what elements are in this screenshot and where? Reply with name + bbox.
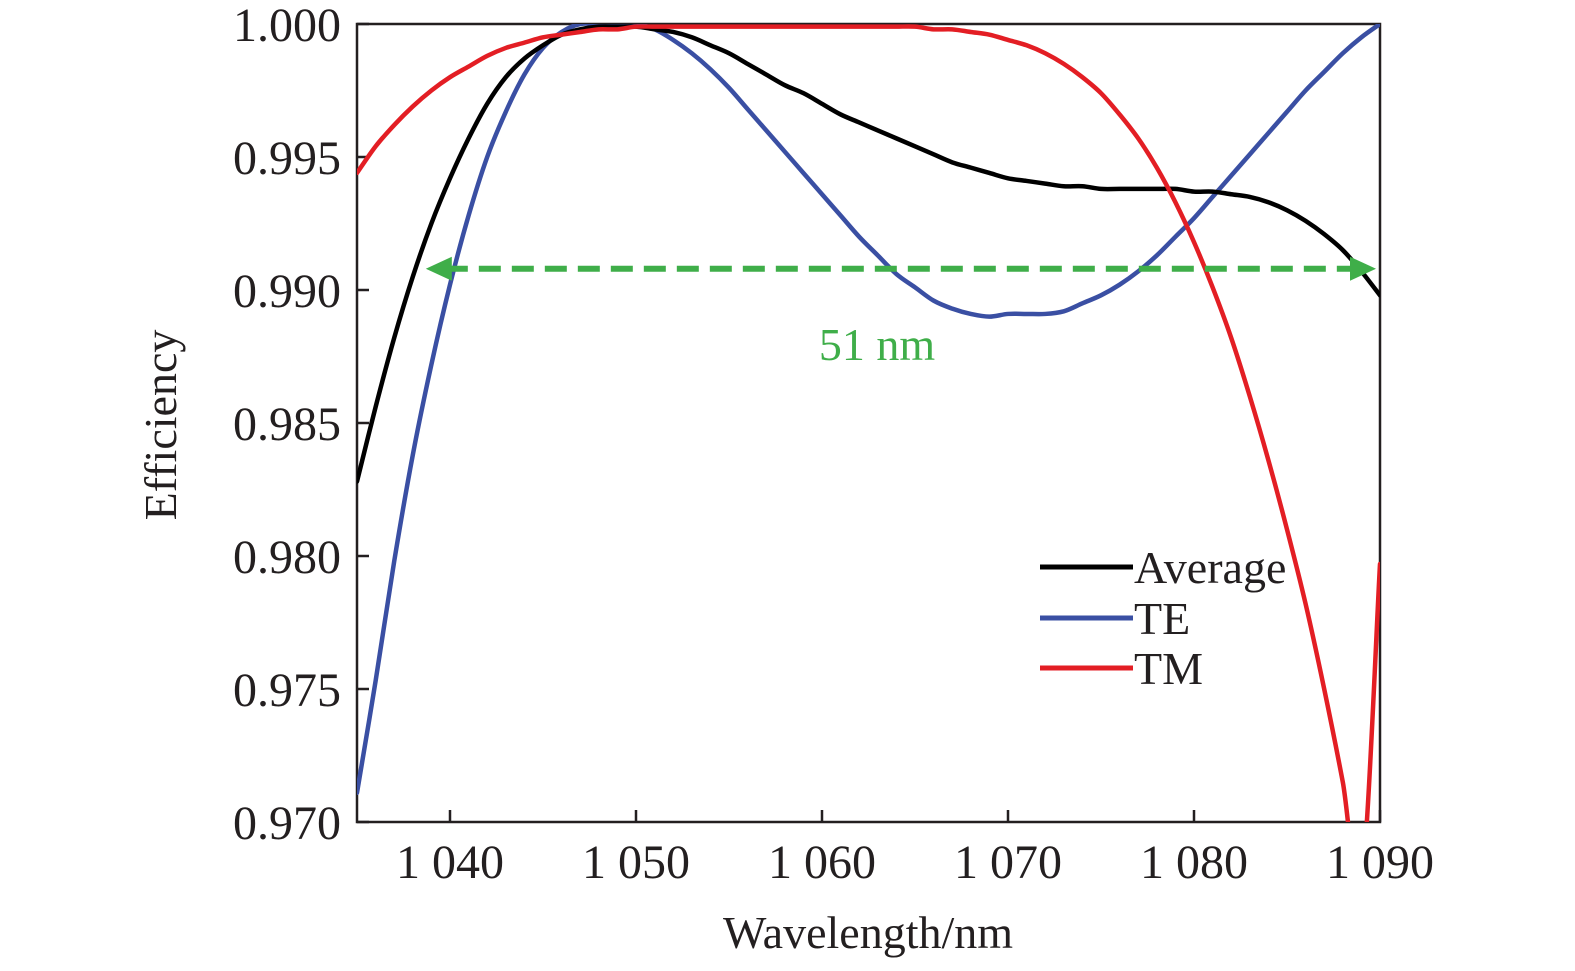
x-axis: 1 040 1 050 1 060 1 070 1 080 1 090 [396,810,1434,889]
y-tick-label: 1.000 [233,0,341,52]
y-tick-label: 0.975 [233,664,341,717]
y-tick-label: 0.990 [233,265,341,318]
series-layer [357,24,1380,822]
span-arrow-left-head [425,256,452,281]
y-axis: 0.970 0.975 0.980 0.985 0.990 0.995 1.000 [233,0,369,850]
y-tick-label: 0.980 [233,531,341,584]
legend-label-te: TE [1134,593,1190,644]
x-axis-label: Wavelength/nm [723,907,1013,958]
y-axis-label: Efficiency [135,330,186,521]
span-arrow-right-head [1350,256,1376,281]
x-tick-label: 1 090 [1326,836,1434,889]
plot-area-frame [355,22,1382,824]
x-tick-label: 1 040 [396,836,504,889]
span-annotation: 51 nm [425,256,1376,370]
y-tick-label: 0.985 [233,398,341,451]
series-line-average [357,24,1380,484]
span-label: 51 nm [819,319,936,370]
x-tick-label: 1 070 [954,836,1062,889]
x-tick-label: 1 060 [768,836,876,889]
legend-label-average: Average [1134,542,1286,593]
legend-label-tm: TM [1134,643,1203,694]
y-tick-label: 0.970 [233,797,341,850]
y-tick-label: 0.995 [233,132,341,185]
x-tick-label: 1 050 [582,836,690,889]
series-line-tm [357,24,1380,822]
x-tick-label: 1 080 [1140,836,1248,889]
series-line-te [357,24,1380,795]
